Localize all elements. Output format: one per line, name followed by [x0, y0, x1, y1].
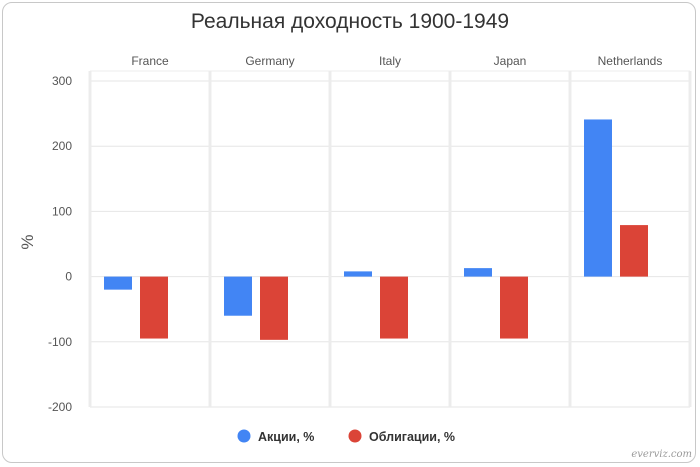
- chart-title: Реальная доходность 1900-1949: [191, 10, 509, 33]
- bar: [500, 276, 528, 339]
- bar: [104, 276, 132, 290]
- y-axis-label: %: [18, 234, 37, 249]
- bar: [344, 271, 372, 277]
- y-tick-label: 200: [52, 139, 72, 153]
- bar: [140, 276, 168, 339]
- legend: Акции, % Облигации, %: [237, 429, 455, 444]
- plot-area: -200 -100 0 100 200 300 France Germany Italy Japa…: [48, 54, 692, 414]
- legend-marker: [348, 429, 362, 443]
- facet-label: France: [131, 54, 169, 68]
- bar: [224, 276, 252, 316]
- bar: [584, 119, 612, 277]
- y-tick-label: -200: [48, 400, 72, 414]
- facet-label: Italy: [379, 54, 401, 68]
- legend-label: Акции, %: [258, 430, 314, 444]
- y-tick-label: 0: [65, 270, 72, 284]
- chart-frame: [2, 2, 696, 463]
- legend-label: Облигации, %: [369, 430, 455, 444]
- y-tick-label: 300: [52, 74, 72, 88]
- bar: [380, 276, 408, 339]
- y-tick-label: -100: [48, 335, 72, 349]
- facet-label: Netherlands: [598, 54, 663, 68]
- legend-marker: [237, 429, 251, 443]
- facet-label: Japan: [494, 54, 527, 68]
- credit-text: everviz.com: [631, 449, 692, 460]
- bar: [464, 268, 492, 277]
- facet-label: Germany: [245, 54, 294, 68]
- y-tick-label: 100: [52, 204, 72, 218]
- bar: [260, 276, 288, 340]
- bar: [620, 225, 648, 277]
